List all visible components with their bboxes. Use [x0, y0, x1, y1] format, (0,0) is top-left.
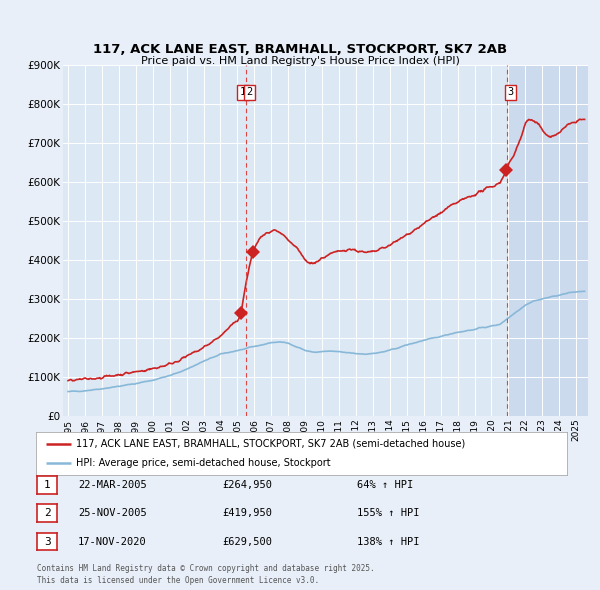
Text: £629,500: £629,500 — [222, 537, 272, 546]
Text: 1: 1 — [44, 480, 50, 490]
Bar — [507, 65, 588, 416]
Text: 22-MAR-2005: 22-MAR-2005 — [78, 480, 147, 490]
Text: £264,950: £264,950 — [222, 480, 272, 490]
Text: 155% ↑ HPI: 155% ↑ HPI — [357, 509, 419, 518]
Text: 3: 3 — [44, 537, 50, 546]
Text: HPI: Average price, semi-detached house, Stockport: HPI: Average price, semi-detached house,… — [76, 458, 331, 468]
Text: 17-NOV-2020: 17-NOV-2020 — [78, 537, 147, 546]
Text: 3: 3 — [508, 87, 514, 97]
Text: 1: 1 — [240, 87, 246, 97]
Text: Contains HM Land Registry data © Crown copyright and database right 2025.
This d: Contains HM Land Registry data © Crown c… — [37, 565, 375, 585]
Text: 117, ACK LANE EAST, BRAMHALL, STOCKPORT, SK7 2AB (semi-detached house): 117, ACK LANE EAST, BRAMHALL, STOCKPORT,… — [76, 439, 465, 449]
Text: 2: 2 — [44, 509, 50, 518]
Text: 117, ACK LANE EAST, BRAMHALL, STOCKPORT, SK7 2AB: 117, ACK LANE EAST, BRAMHALL, STOCKPORT,… — [93, 43, 507, 56]
Text: 138% ↑ HPI: 138% ↑ HPI — [357, 537, 419, 546]
Text: £419,950: £419,950 — [222, 509, 272, 518]
Text: 2: 2 — [247, 87, 253, 97]
Text: Price paid vs. HM Land Registry's House Price Index (HPI): Price paid vs. HM Land Registry's House … — [140, 56, 460, 66]
Text: 25-NOV-2005: 25-NOV-2005 — [78, 509, 147, 518]
Text: 64% ↑ HPI: 64% ↑ HPI — [357, 480, 413, 490]
